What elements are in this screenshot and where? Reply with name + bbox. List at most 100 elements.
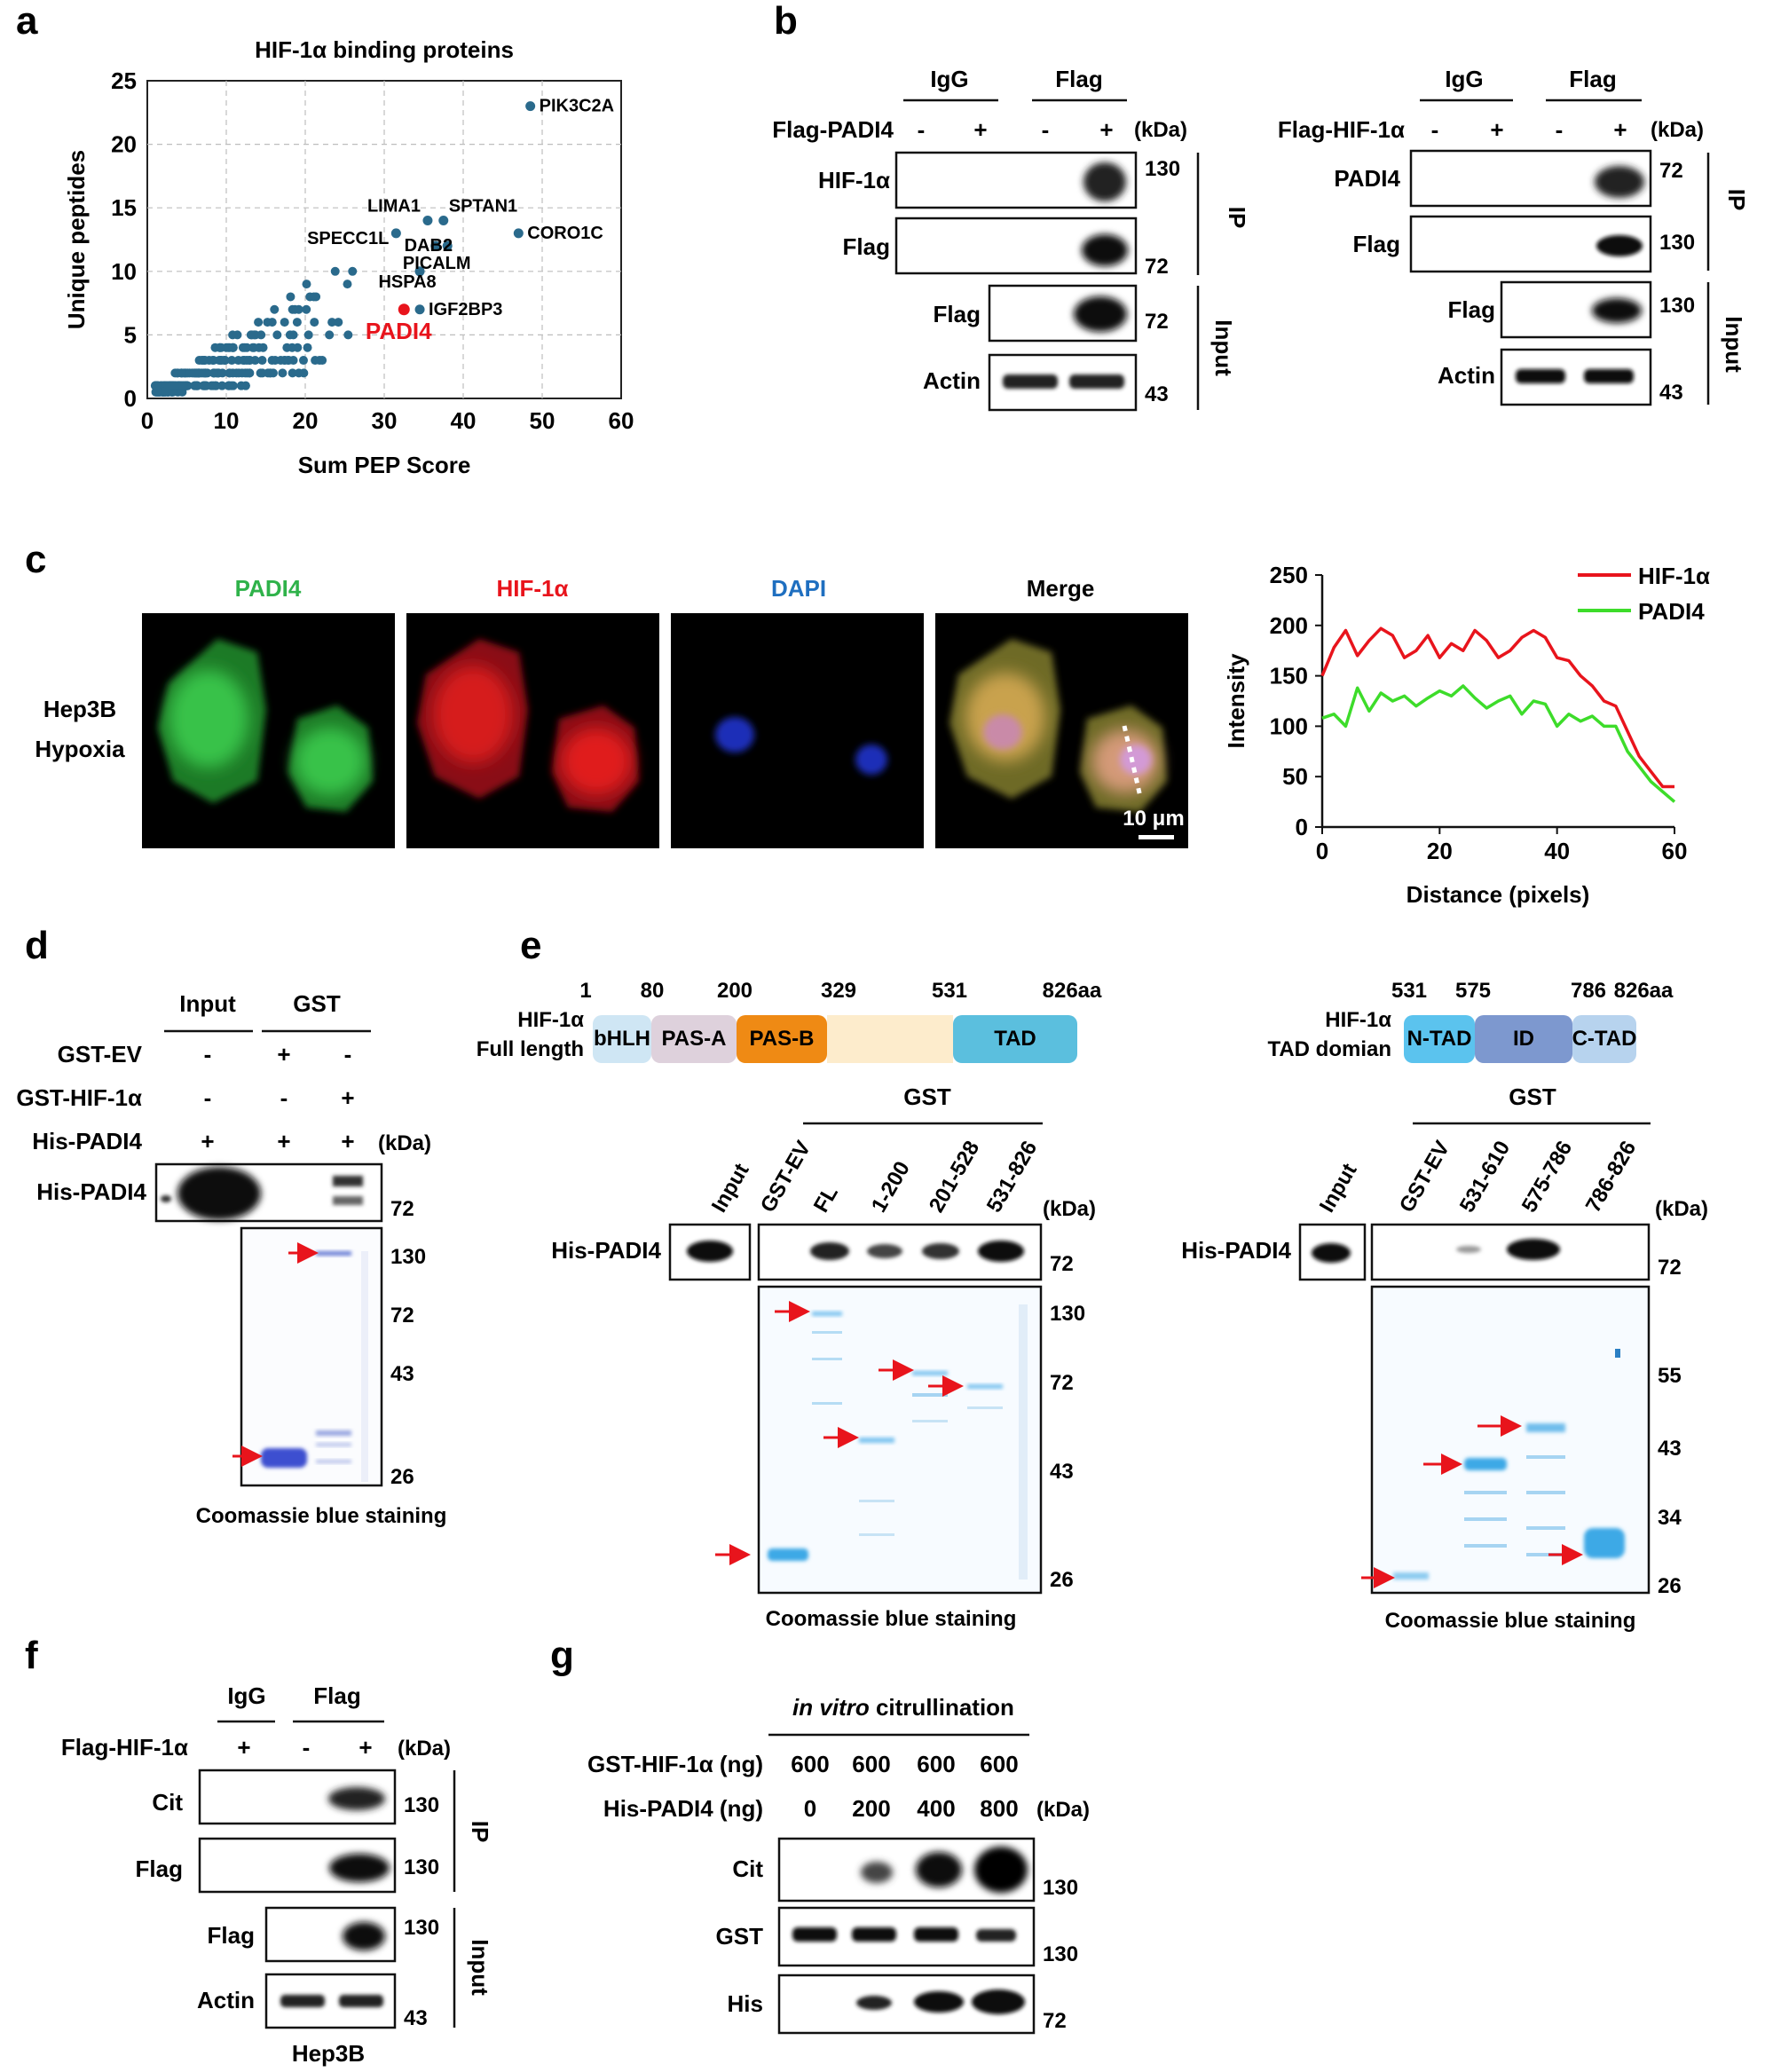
sign: +: [341, 1128, 354, 1154]
background-point: [310, 318, 319, 327]
kda-label: (kDa): [1651, 118, 1704, 142]
scale-bar: [1139, 835, 1174, 839]
panel-d-gst-pulldown: Input GST GST-EV - + - GST-HIF-1α - - + …: [16, 990, 446, 1528]
background-point: [234, 368, 244, 378]
aa-position: 531: [1391, 979, 1427, 1003]
data-points: [150, 101, 536, 397]
background-point: [227, 356, 237, 366]
domain-label: TAD: [994, 1027, 1036, 1051]
lane-label: 531-826: [982, 1137, 1042, 1217]
blot-label: Cit: [152, 1789, 183, 1816]
group-input: Input: [179, 990, 236, 1017]
y-tick-label: 100: [1270, 713, 1308, 739]
background-point: [240, 381, 250, 390]
mw-marker: 26: [1050, 1568, 1074, 1592]
blot-label: Actin: [197, 1987, 255, 2013]
data-point: [438, 216, 449, 226]
background-point: [267, 356, 277, 366]
channel-label-merge: Merge: [1027, 575, 1095, 602]
mw-marker: 43: [1050, 1460, 1074, 1484]
point-label: PICALM: [403, 254, 471, 273]
image-dapi: [671, 613, 924, 848]
blot-label: GST: [716, 1923, 764, 1950]
aa-position: 329: [821, 979, 856, 1003]
panel-label-f: f: [25, 1634, 38, 1677]
highlight-point: [398, 303, 410, 316]
background-point: [242, 343, 252, 352]
mw-marker: 130: [1043, 1942, 1078, 1966]
mw-marker: 130: [1145, 157, 1180, 181]
panel-e-left-pulldown: GST Input GST-EV FL 1-200 201-528 531-82…: [551, 1083, 1096, 1631]
sign: +: [201, 1128, 214, 1154]
blot-label: Flag: [208, 1922, 255, 1949]
assay-title: in vitro citrullination: [792, 1694, 1014, 1721]
coomassie-caption: Coomassie blue staining: [1385, 1609, 1636, 1633]
sign: -: [204, 1041, 212, 1068]
background-point: [334, 318, 343, 327]
amount: 0: [804, 1795, 816, 1822]
domain-label: N-TAD: [1407, 1027, 1472, 1051]
flag-label: Flag: [313, 1682, 360, 1709]
panel-f-coip: IgG Flag Flag-HIF-1α + - + (kDa) Cit 130…: [61, 1682, 493, 2067]
background-point: [256, 330, 266, 340]
mw-marker: 72: [390, 1304, 414, 1327]
background-point: [327, 318, 337, 327]
background-point: [228, 330, 238, 340]
x-tick-label: 30: [372, 407, 398, 434]
panel-b-right-coip: IgG Flag Flag-HIF-1α - + - + (kDa) PADI4…: [1278, 66, 1750, 406]
sign: +: [1490, 116, 1503, 143]
background-point: [272, 330, 282, 340]
background-point: [348, 266, 358, 276]
lane-label: GST-EV: [756, 1137, 816, 1217]
legend-label-hif1a: HIF-1α: [1638, 563, 1710, 589]
background-point: [245, 368, 255, 378]
background-point: [318, 356, 327, 366]
blot-label: Flag: [1448, 296, 1495, 323]
blot-label: Cit: [732, 1855, 763, 1882]
background-point: [285, 330, 295, 340]
mw-marker: 72: [1043, 2009, 1067, 2033]
blot-label: Actin: [1438, 362, 1495, 389]
background-point: [302, 304, 311, 314]
flag-hif-label: Flag-HIF-1α: [61, 1734, 188, 1761]
x-tick-label: 20: [1427, 838, 1453, 864]
mw-marker: 43: [404, 2006, 428, 2030]
background-point: [257, 356, 267, 366]
kda-label: (kDa): [1043, 1197, 1096, 1221]
sign: +: [359, 1734, 372, 1761]
point-labels: PIK3C2A LIMA1 SPTAN1 DAB2 SPECC1L CORO1C PICAL…: [307, 97, 614, 344]
background-point: [168, 381, 177, 390]
amount: 600: [791, 1751, 829, 1777]
aa-position: 575: [1455, 979, 1491, 1003]
y-axis-label: Intensity: [1223, 653, 1249, 748]
ip-label: IP: [1224, 207, 1250, 229]
data-point: [430, 240, 441, 251]
blot-label: Flag: [1353, 231, 1400, 257]
x-tick-label: 40: [451, 407, 477, 434]
kda-label: (kDa): [1655, 1197, 1708, 1221]
background-point: [228, 343, 238, 352]
background-point: [267, 318, 277, 327]
background-point: [276, 356, 286, 366]
panel-label-e: e: [520, 924, 541, 967]
cell-line-label: Hep3B: [43, 696, 116, 722]
point-label: LIMA1: [367, 197, 421, 217]
ip-label: IP: [1723, 189, 1750, 211]
x-tick-label: 0: [141, 407, 154, 434]
sign: -: [1431, 116, 1439, 143]
data-point: [513, 228, 524, 239]
blot-label: His-PADI4: [551, 1237, 661, 1264]
point-label: CORO1C: [527, 224, 603, 243]
y-tick-label: 10: [111, 258, 137, 285]
domain-id: [1475, 1015, 1572, 1063]
domain-map-title: Full length: [477, 1037, 584, 1061]
legend-label-padi4: PADI4: [1638, 598, 1705, 625]
background-point: [215, 343, 225, 352]
background-point: [294, 304, 303, 314]
flag-label: Flag: [1569, 66, 1616, 92]
mw-marker: 130: [404, 1793, 439, 1817]
row-his-padi4: His-PADI4 (ng): [603, 1795, 763, 1822]
background-point: [224, 381, 233, 390]
domain-map-title: HIF-1α: [517, 1008, 584, 1032]
y-tick-label: 200: [1270, 612, 1308, 639]
